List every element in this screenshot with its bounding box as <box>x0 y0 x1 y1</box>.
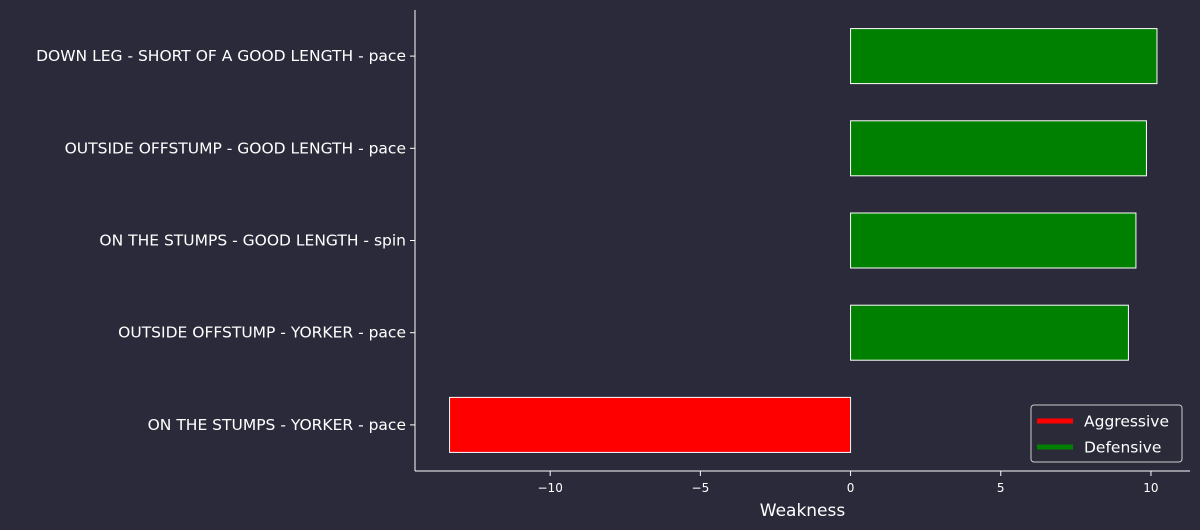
y-tick-label: DOWN LEG - SHORT OF A GOOD LENGTH - pace <box>36 47 406 65</box>
legend: Aggressive Defensive <box>1030 404 1183 463</box>
legend-label: Aggressive <box>1084 413 1169 431</box>
y-tick-label: OUTSIDE OFFSTUMP - GOOD LENGTH - pace <box>65 139 406 157</box>
x-tick-label: −10 <box>538 481 563 495</box>
x-tick-label: 10 <box>1143 481 1158 495</box>
bar-5 <box>449 396 852 453</box>
x-tick-label: 0 <box>847 481 855 495</box>
y-tick-label: OUTSIDE OFFSTUMP - YORKER - pace <box>118 324 406 342</box>
bars-layer <box>449 28 1158 453</box>
y-tick-label: ON THE STUMPS - YORKER - pace <box>148 416 406 434</box>
bar-4 <box>850 304 1129 361</box>
bar-3 <box>850 212 1137 269</box>
axes-layer <box>410 10 1190 476</box>
x-axis-label: Weakness <box>760 501 846 521</box>
bar-2 <box>850 120 1147 177</box>
x-tick-label: −5 <box>692 481 710 495</box>
bar-1 <box>850 28 1158 85</box>
y-tick-label: ON THE STUMPS - GOOD LENGTH - spin <box>99 232 406 250</box>
legend-label: Defensive <box>1084 439 1161 457</box>
x-tick-label: 5 <box>997 481 1005 495</box>
labels-layer: DOWN LEG - SHORT OF A GOOD LENGTH - pace… <box>36 47 1158 521</box>
